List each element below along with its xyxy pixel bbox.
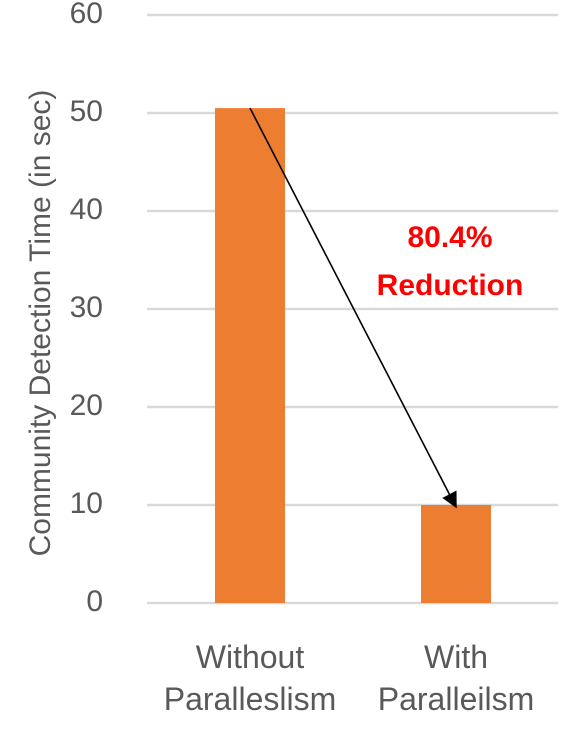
y-axis-ticks: 0 10 20 30 40 50 60 (70, 0, 103, 618)
x-category-label: Paralleslism (164, 681, 336, 717)
x-category-label: Without (196, 639, 305, 675)
annotation-line: 80.4% (407, 221, 492, 254)
bar (421, 505, 491, 603)
y-tick-label: 30 (70, 291, 103, 324)
x-category-label: With (424, 639, 488, 675)
gridlines (147, 13, 558, 605)
x-axis-categories: Without Paralleslism With Paralleilsm (164, 639, 534, 717)
bar (215, 108, 285, 603)
y-tick-label: 40 (70, 193, 103, 226)
x-category-label: Paralleilsm (378, 681, 534, 717)
annotation-line: Reduction (377, 269, 524, 302)
reduction-arrow (249, 107, 457, 509)
y-tick-label: 0 (86, 585, 103, 618)
y-tick-label: 50 (70, 95, 103, 128)
reduction-annotation: 80.4% Reduction (377, 221, 524, 302)
y-tick-label: 60 (70, 0, 103, 30)
y-axis-title: Community Detection Time (in sec) (24, 90, 57, 557)
bars (215, 108, 491, 603)
y-tick-label: 20 (70, 389, 103, 422)
y-tick-label: 10 (70, 487, 103, 520)
